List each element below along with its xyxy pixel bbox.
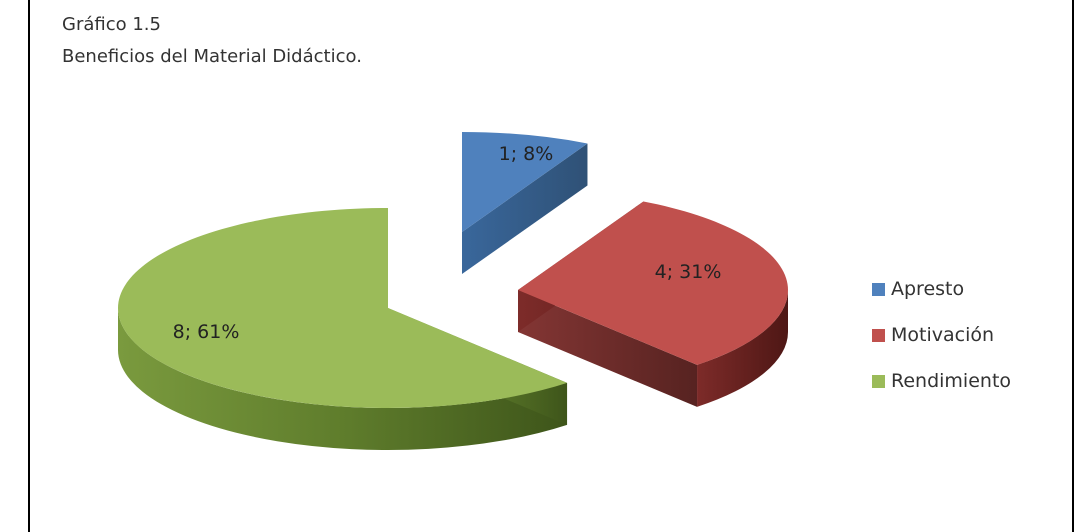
pie-slice-top-motivacion (518, 201, 788, 365)
legend-item-apresto: Apresto (872, 278, 1011, 300)
figure-label: Gráfico 1.5 (62, 14, 161, 35)
data-label-rendimiento: 8; 61% (173, 321, 240, 343)
pie-slice-side-motivacion (697, 290, 788, 407)
pie-slice-top-rendimiento (117, 208, 568, 408)
pie-slice-rendimiento (117, 208, 568, 450)
pie-slice-top-apresto (462, 132, 588, 232)
pie-slice-apresto (462, 132, 588, 274)
data-label-apresto: 1; 8% (499, 143, 554, 165)
legend-swatch-motivacion (872, 328, 885, 342)
legend-item-motivacion: Motivación (872, 324, 1011, 346)
chart-legend: Apresto Motivación Rendimiento (872, 278, 1011, 416)
legend-label-rendimiento: Rendimiento (891, 370, 1012, 392)
pie-slice-cut-motivacion-1 (518, 290, 698, 407)
pie-slice-cut-apresto-1 (462, 143, 588, 274)
legend-swatch-apresto (872, 282, 885, 296)
legend-label-motivacion: Motivación (891, 324, 995, 346)
pie-slice-side-rendimiento (118, 308, 568, 450)
chart-caption: Beneficios del Material Didáctico. (62, 46, 362, 67)
figure-frame (28, 0, 1074, 532)
data-label-motivacion: 4; 31% (655, 261, 722, 283)
legend-swatch-rendimiento (872, 374, 885, 388)
pie-slice-motivacion (518, 201, 788, 407)
legend-label-apresto: Apresto (891, 278, 965, 300)
legend-item-rendimiento: Rendimiento (872, 370, 1011, 392)
